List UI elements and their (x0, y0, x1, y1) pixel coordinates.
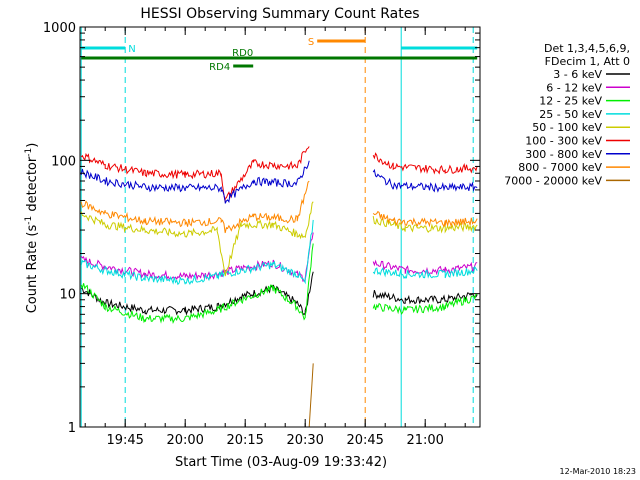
legend: Det 1,3,4,5,6,9, FDecim 1, Att 0 3 - 6 k… (504, 42, 630, 187)
y-axis-label-part: Count Rate (s (25, 225, 40, 314)
series-line (80, 160, 478, 204)
x-axis: 19:45 20:00 20:15 20:30 20:45 21:00 (84, 27, 466, 448)
series-line (80, 243, 478, 324)
y-axis-label-part: ) (25, 143, 40, 148)
y-tick-label: 100 (51, 154, 76, 169)
series-line (80, 219, 478, 286)
y-axis-label-part: detector (25, 156, 40, 216)
annotation-label: N (128, 44, 135, 55)
legend-label: 300 - 800 keV (525, 148, 602, 161)
legend-label: 50 - 100 keV (532, 121, 602, 134)
y-axis: 1 10 100 1000 (43, 21, 480, 436)
x-axis-label: Start Time (03-Aug-09 19:33:42) (175, 455, 387, 470)
series-line (308, 363, 314, 428)
legend-label: 6 - 12 keV (546, 81, 602, 94)
legend-label: 800 - 7000 keV (518, 161, 602, 174)
y-axis-label-sup: -1 (24, 216, 34, 225)
annotation-label: RD4 (209, 62, 230, 73)
annotation-label: S (308, 37, 314, 48)
series-line (81, 271, 478, 316)
x-tick-label: 20:45 (346, 433, 383, 448)
legend-label: 12 - 25 keV (539, 95, 602, 108)
series-line (80, 180, 478, 234)
x-tick-label: 20:30 (286, 433, 323, 448)
legend-label: 100 - 300 keV (525, 135, 602, 148)
legend-title-line: Det 1,3,4,5,6,9, (544, 42, 630, 55)
x-tick-label: 19:45 (106, 433, 143, 448)
chart-title: HESSI Observing Summary Count Rates (140, 6, 419, 22)
y-axis-label: Count Rate (s-1 detector-1) (24, 143, 40, 314)
y-axis-label-sup: -1 (24, 148, 34, 157)
footer-timestamp: 12-Mar-2010 18:23 (560, 467, 637, 476)
x-tick-label: 21:00 (406, 433, 443, 448)
legend-title-line: FDecim 1, Att 0 (545, 55, 630, 68)
series-line (80, 232, 478, 282)
y-tick-label: 1000 (43, 21, 76, 36)
plot-frame (79, 26, 481, 428)
vertical-markers (80, 27, 474, 427)
series-line (80, 146, 478, 203)
y-tick-label: 10 (59, 288, 76, 303)
legend-label: 7000 - 20000 keV (504, 174, 602, 187)
x-tick-label: 20:15 (226, 433, 263, 448)
series-layer (80, 146, 478, 428)
x-tick-label: 20:00 (166, 433, 203, 448)
y-tick-label: 1 (68, 421, 76, 436)
legend-label: 3 - 6 keV (553, 68, 602, 81)
legend-label: 25 - 50 keV (539, 108, 602, 121)
annotation-label: RD0 (232, 48, 253, 59)
